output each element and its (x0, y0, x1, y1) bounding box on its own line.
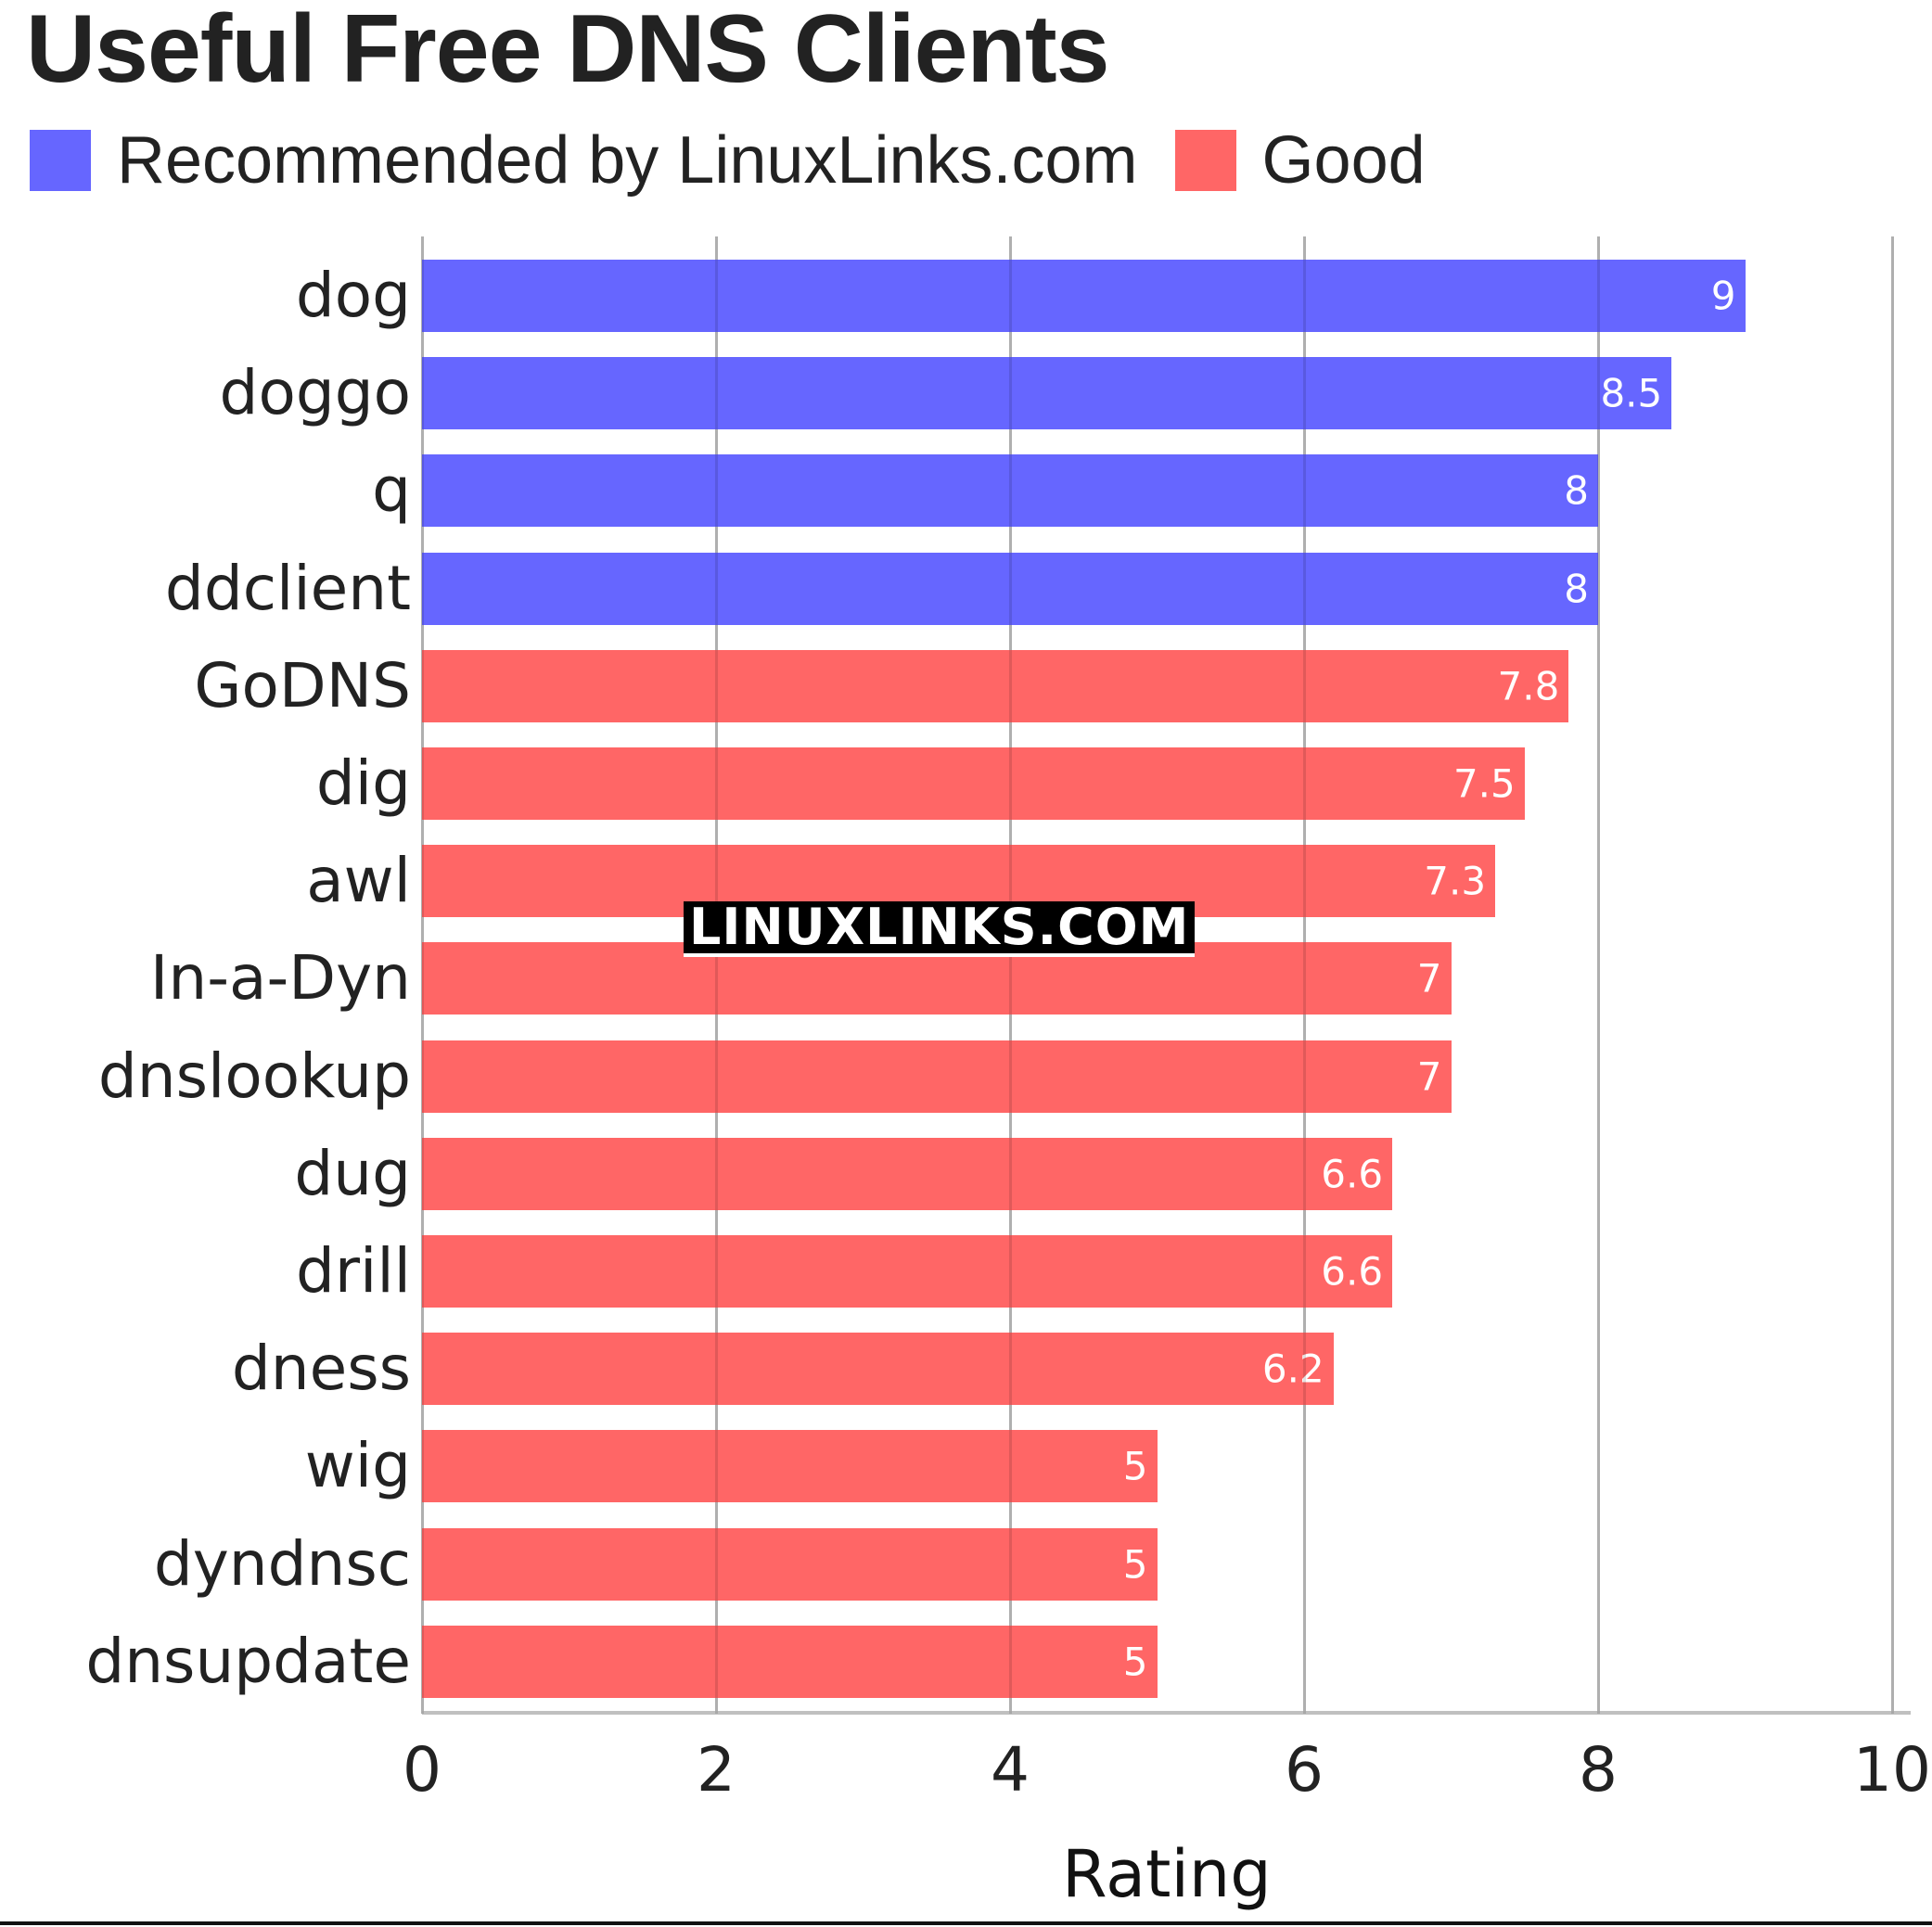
x-tick-label: 0 (403, 1734, 441, 1806)
gridline-overlay (1303, 236, 1306, 1714)
gridline-overlay (421, 236, 424, 1714)
bar: 7.5 (422, 747, 1525, 820)
bar: 9 (422, 260, 1746, 332)
y-category-label: dnslookup (97, 1040, 411, 1112)
plot-area: 9 8.5 8 8 7.8 7.5 7.3 7 7 6.6 6.6 6.2 5 5 5 (421, 236, 1894, 1714)
bar: 8.5 (422, 357, 1672, 430)
bar: 8 (422, 454, 1598, 528)
x-axis-line (422, 1711, 1911, 1715)
gridline-overlay (715, 236, 718, 1714)
legend-item-recommended: Recommended by LinuxLinks.com (30, 122, 1138, 198)
bar: 5 (422, 1527, 1158, 1601)
bar: 7 (422, 1040, 1452, 1113)
gridline-overlay (1597, 236, 1600, 1714)
y-category-label: GoDNS (194, 649, 411, 721)
bar: 5 (422, 1625, 1158, 1698)
bottom-border (0, 1921, 1932, 1925)
bar-value-label: 7.8 (1497, 663, 1560, 709)
y-category-label: wig (304, 1430, 411, 1502)
bar: 8 (422, 552, 1598, 625)
y-category-label: dig (315, 747, 411, 819)
y-category-label: dness (231, 1333, 411, 1405)
bar-value-label: 5 (1122, 1639, 1148, 1685)
bar-value-label: 5 (1122, 1443, 1148, 1489)
gridline-overlay (1891, 236, 1894, 1714)
bar-value-label: 7 (1416, 955, 1442, 1002)
bar: 6.6 (422, 1137, 1393, 1210)
y-category-label: dyndnsc (153, 1527, 411, 1600)
chart-title: Useful Free DNS Clients (26, 0, 1110, 103)
gridline (1597, 236, 1600, 1714)
y-category-label: drill (295, 1235, 411, 1307)
legend-swatch-recommended (30, 130, 91, 191)
legend-item-good: Good (1174, 122, 1426, 198)
bar-value-label: 7.3 (1424, 858, 1487, 904)
bar-value-label: 6.6 (1321, 1248, 1384, 1295)
legend-label-recommended: Recommended by LinuxLinks.com (117, 123, 1138, 198)
y-category-label: awl (306, 845, 411, 917)
bar-value-label: 5 (1122, 1541, 1148, 1588)
bar: 6.6 (422, 1235, 1393, 1308)
bar-value-label: 8.5 (1600, 370, 1663, 416)
legend: Recommended by LinuxLinks.com Good (30, 123, 1463, 198)
x-tick-label: 10 (1853, 1734, 1931, 1806)
y-category-label: doggo (219, 357, 411, 429)
gridline-overlay (1009, 236, 1012, 1714)
bar-value-label: 8 (1564, 467, 1589, 514)
bar: 6.2 (422, 1333, 1334, 1406)
y-category-label: dnsupdate (85, 1625, 411, 1697)
x-tick-label: 6 (1285, 1734, 1324, 1806)
y-category-label: dog (295, 260, 411, 331)
watermark: LINUXLINKS.COM (684, 901, 1196, 957)
bar: 7.8 (422, 649, 1569, 722)
bar-value-label: 6.6 (1321, 1151, 1384, 1197)
bar-value-label: 7.5 (1452, 760, 1516, 807)
x-tick-label: 2 (697, 1734, 736, 1806)
legend-label-good: Good (1261, 123, 1426, 198)
y-category-label: In-a-Dyn (149, 942, 411, 1015)
bar: 5 (422, 1430, 1158, 1503)
x-axis-label: Rating (1062, 1836, 1272, 1912)
x-tick-label: 8 (1579, 1734, 1618, 1806)
gridline (1891, 236, 1894, 1714)
legend-swatch-good (1174, 130, 1236, 191)
y-category-label: dug (294, 1137, 411, 1209)
bar-value-label: 7 (1416, 1053, 1442, 1100)
bar-value-label: 8 (1564, 566, 1589, 612)
y-category-label: ddclient (164, 552, 411, 624)
bar-value-label: 9 (1710, 273, 1736, 319)
x-tick-label: 4 (991, 1734, 1030, 1806)
y-category-label: q (372, 454, 411, 527)
bar-value-label: 6.2 (1261, 1346, 1324, 1392)
